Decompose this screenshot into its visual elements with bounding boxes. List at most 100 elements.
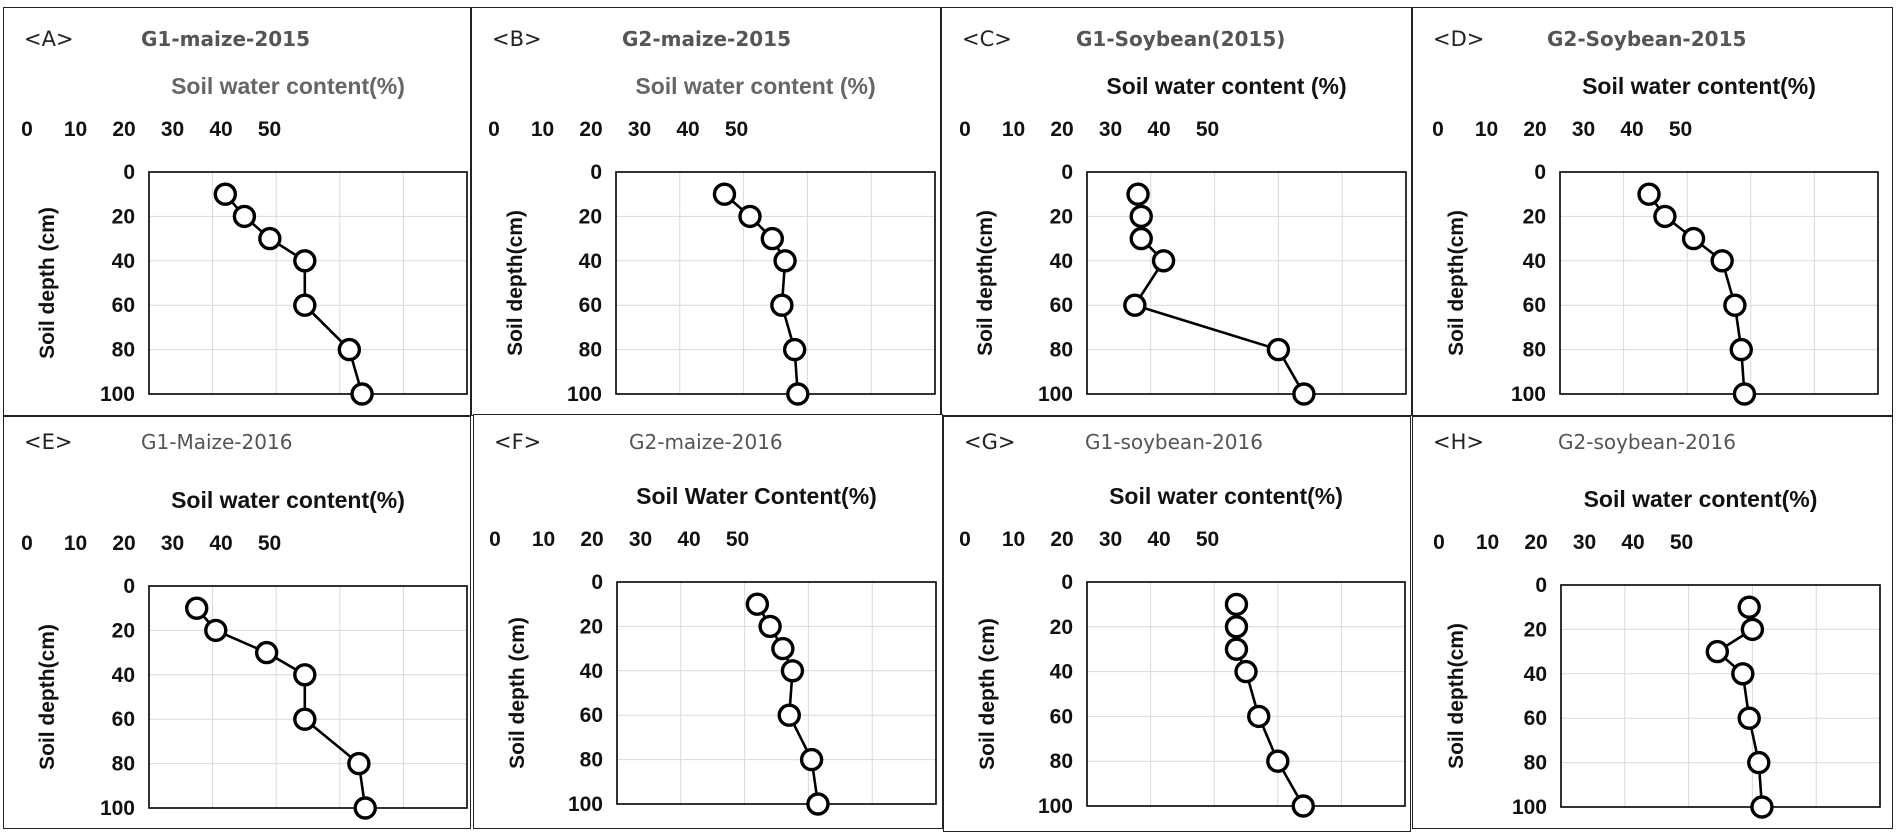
data-point	[1747, 750, 1771, 775]
y-tick-label: 60	[112, 708, 135, 731]
data-point	[780, 659, 805, 683]
data-point	[213, 182, 238, 206]
y-tick-label: 20	[579, 205, 602, 228]
y-axis-label: Soil depth(cm)	[1445, 210, 1468, 356]
y-tick-label: 100	[568, 793, 603, 816]
data-point	[293, 707, 317, 731]
data-point	[1247, 704, 1271, 729]
data-point	[1732, 382, 1757, 406]
y-tick-label: 60	[579, 294, 602, 317]
data-point	[353, 796, 377, 820]
data-point	[1123, 293, 1147, 317]
chart-svg: <B> G2-maize-2015 Soil water content (%) 0 1…	[488, 27, 936, 406]
data-point	[1292, 382, 1316, 406]
series-line	[723, 193, 800, 395]
panel-label: <A>	[24, 27, 74, 51]
chart-svg: <A> G1-maize-2015 Soil water content(%) 0 10…	[21, 27, 468, 406]
chart-title: G2-Soybean-2015	[1547, 27, 1746, 51]
y-tick-label: 80	[580, 749, 603, 772]
y-tick-label: 40	[112, 664, 135, 687]
y-tick-label: 40	[1050, 250, 1073, 273]
x-tick-label: 30	[629, 528, 652, 551]
y-tick-label: 100	[567, 383, 602, 406]
data-point	[777, 703, 801, 727]
x-tick-label: 50	[1196, 528, 1219, 551]
x-tick-label: 30	[161, 118, 184, 141]
y-axis-label: Soil depth(cm)	[504, 210, 527, 356]
data-point	[1291, 794, 1315, 818]
y-axis-label: Soil depth(cm)	[974, 210, 997, 356]
chart-panel-h: <H> G2-soybean-2016 Soil water content(%) 0…	[1412, 416, 1893, 829]
y-axis-label: Soil depth (cm)	[506, 617, 529, 769]
data-point	[1637, 182, 1661, 206]
chart-panel-g: <G> G1-soybean-2016 Soil water content(%) 0…	[943, 416, 1411, 832]
x-tick-label: 50	[258, 118, 281, 141]
panel-label: <E>	[24, 430, 72, 454]
y-tick-label: 80	[1523, 339, 1546, 362]
data-point	[1737, 706, 1761, 730]
x-tick-label: 40	[209, 532, 232, 555]
chart-title: G2-maize-2015	[622, 27, 791, 51]
x-tick-label: 20	[1050, 528, 1073, 551]
chart-svg: <C> G1-Soybean(2015) Soil water content (%…	[959, 27, 1407, 406]
x-tick-label: 10	[64, 118, 87, 141]
y-tick-label: 80	[112, 753, 135, 776]
chart-title: G1-soybean-2016	[1085, 430, 1263, 454]
plot-area	[616, 581, 937, 805]
data-point	[760, 226, 785, 251]
data-point	[1129, 204, 1153, 229]
chart-svg: <D> G2-Soybean-2015 Soil water content(%) 0…	[1432, 27, 1879, 406]
y-tick-label: 80	[1050, 750, 1073, 773]
x-tick-label: 50	[725, 118, 748, 141]
y-tick-label: 0	[1061, 571, 1073, 594]
y-tick-label: 40	[1523, 250, 1546, 273]
x-tick-label: 30	[1099, 118, 1122, 141]
data-point	[712, 182, 737, 206]
x-tick-label: 50	[258, 532, 281, 555]
y-tick-label: 100	[1511, 383, 1546, 406]
y-axis-label: Soil depth(cm)	[1445, 623, 1468, 769]
y-tick-label: 60	[580, 704, 603, 727]
x-tick-label: 10	[1476, 531, 1499, 554]
data-point	[1266, 749, 1290, 773]
y-tick-label: 40	[580, 660, 603, 683]
chart-svg: <G> G1-soybean-2016 Soil water content(%) 0…	[959, 430, 1406, 818]
x-tick-label: 50	[1670, 531, 1693, 554]
data-point	[1731, 662, 1755, 686]
x-tick-label: 40	[1621, 531, 1644, 554]
y-tick-label: 20	[1050, 616, 1073, 639]
x-tick-label: 50	[1669, 118, 1692, 141]
data-point	[1266, 337, 1291, 362]
x-tick-label: 40	[209, 118, 232, 141]
y-tick-label: 60	[1524, 707, 1547, 730]
y-tick-label: 60	[112, 294, 135, 317]
data-point	[1129, 226, 1153, 251]
y-tick-label: 80	[112, 339, 135, 362]
chart-title: G1-maize-2015	[141, 27, 310, 51]
x-axis-label: Soil water content(%)	[171, 73, 405, 99]
x-tick-label: 20	[1050, 118, 1073, 141]
data-point	[786, 382, 810, 406]
x-tick-label: 50	[726, 528, 749, 551]
panel-label: <F>	[494, 430, 541, 454]
y-tick-label: 40	[1524, 663, 1547, 686]
data-point	[1723, 293, 1747, 317]
y-tick-label: 20	[1523, 205, 1546, 228]
panel-label: <H>	[1433, 430, 1484, 454]
data-point	[1681, 226, 1706, 251]
chart-panel-b: <B> G2-maize-2015 Soil water content (%) 0 1…	[471, 7, 941, 416]
x-axis-label: Soil Water Content(%)	[636, 483, 877, 509]
data-point	[254, 640, 279, 665]
x-tick-label: 10	[64, 532, 87, 555]
x-tick-label: 0	[959, 528, 971, 551]
y-tick-label: 0	[123, 161, 135, 184]
x-tick-label: 10	[1002, 118, 1025, 141]
data-point	[1729, 337, 1753, 362]
chart-title: G2-maize-2016	[629, 430, 783, 454]
chart-svg: <H> G2-soybean-2016 Soil water content(%) 0…	[1433, 430, 1881, 819]
x-tick-label: 0	[1433, 531, 1445, 554]
chart-panel-a: <A> G1-maize-2015 Soil water content(%) 0 10…	[3, 7, 471, 416]
y-tick-label: 20	[112, 205, 135, 228]
x-tick-label: 0	[1432, 118, 1444, 141]
